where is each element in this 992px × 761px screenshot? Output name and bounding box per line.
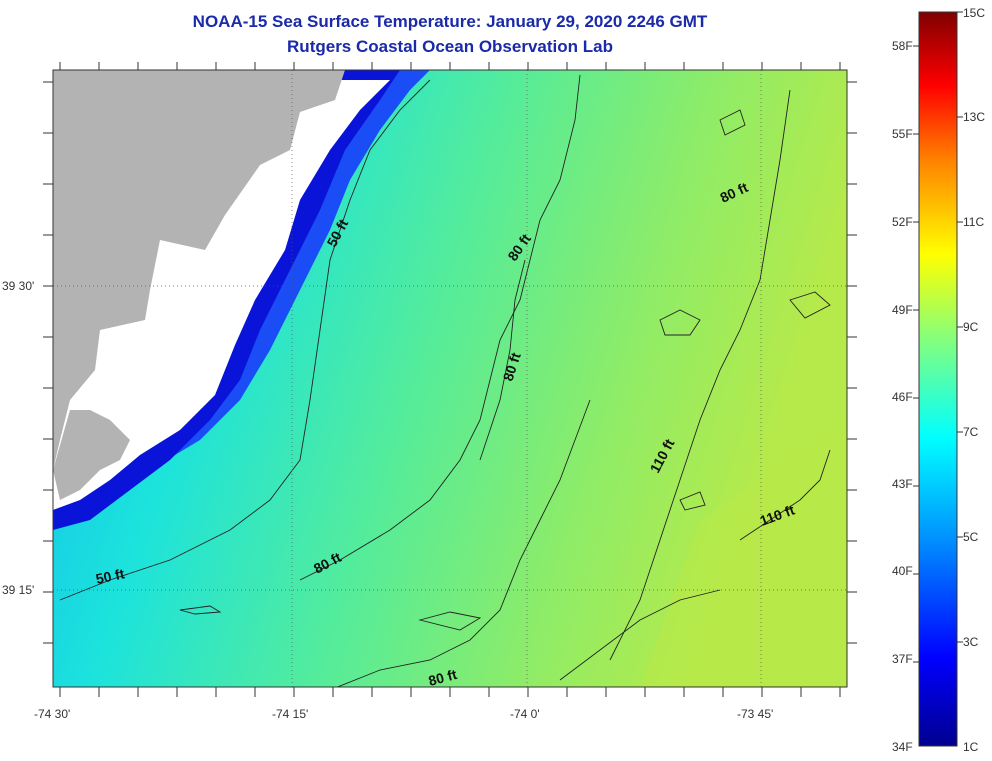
map-title: NOAA-15 Sea Surface Temperature: January… — [192, 12, 708, 31]
colorbar-f-label: 43F — [892, 477, 913, 491]
colorbar-c-label: 5C — [963, 530, 979, 544]
lat-tick-label: 39 15' — [2, 583, 34, 597]
graticule — [53, 70, 847, 687]
isobath-contours — [59, 74, 831, 687]
lon-tick-label: -73 45' — [737, 707, 773, 721]
colorbar-f-label: 58F — [892, 39, 913, 53]
colorbar-f-label: 55F — [892, 127, 913, 141]
colorbar-c-label: 13C — [963, 110, 985, 124]
lon-tick-label: -74 0' — [510, 707, 540, 721]
land-area-south — [53, 410, 130, 500]
land-area — [53, 70, 345, 470]
lon-tick-label: -74 30' — [34, 707, 70, 721]
axis-ticks — [43, 62, 857, 697]
warm-water-patch — [640, 420, 847, 687]
lon-tick-label: -74 15' — [272, 707, 308, 721]
isobath-label: 80 ft — [427, 666, 459, 689]
colorbar-ticks — [913, 11, 963, 663]
colorbar-c-label: 3C — [963, 635, 979, 649]
colorbar-c-label: 1C — [963, 740, 979, 754]
colorbar-f-label: 52F — [892, 215, 913, 229]
colorbar-f-label: 34F — [892, 740, 913, 754]
colorbar-c-label: 9C — [963, 320, 979, 334]
colorbar-c-label: 15C — [963, 6, 985, 20]
lat-tick-label: 39 30' — [2, 279, 34, 293]
colorbar-f-label: 37F — [892, 652, 913, 666]
colorbar-c-label: 7C — [963, 425, 979, 439]
map-subtitle: Rutgers Coastal Ocean Observation Lab — [287, 37, 613, 56]
isobath-label: 50 ft — [94, 565, 126, 587]
colorbar-f-label: 40F — [892, 564, 913, 578]
colorbar — [918, 11, 958, 747]
colorbar-c-label: 11C — [963, 215, 984, 229]
colorbar-f-label: 46F — [892, 390, 913, 404]
colorbar-f-label: 49F — [892, 303, 913, 317]
